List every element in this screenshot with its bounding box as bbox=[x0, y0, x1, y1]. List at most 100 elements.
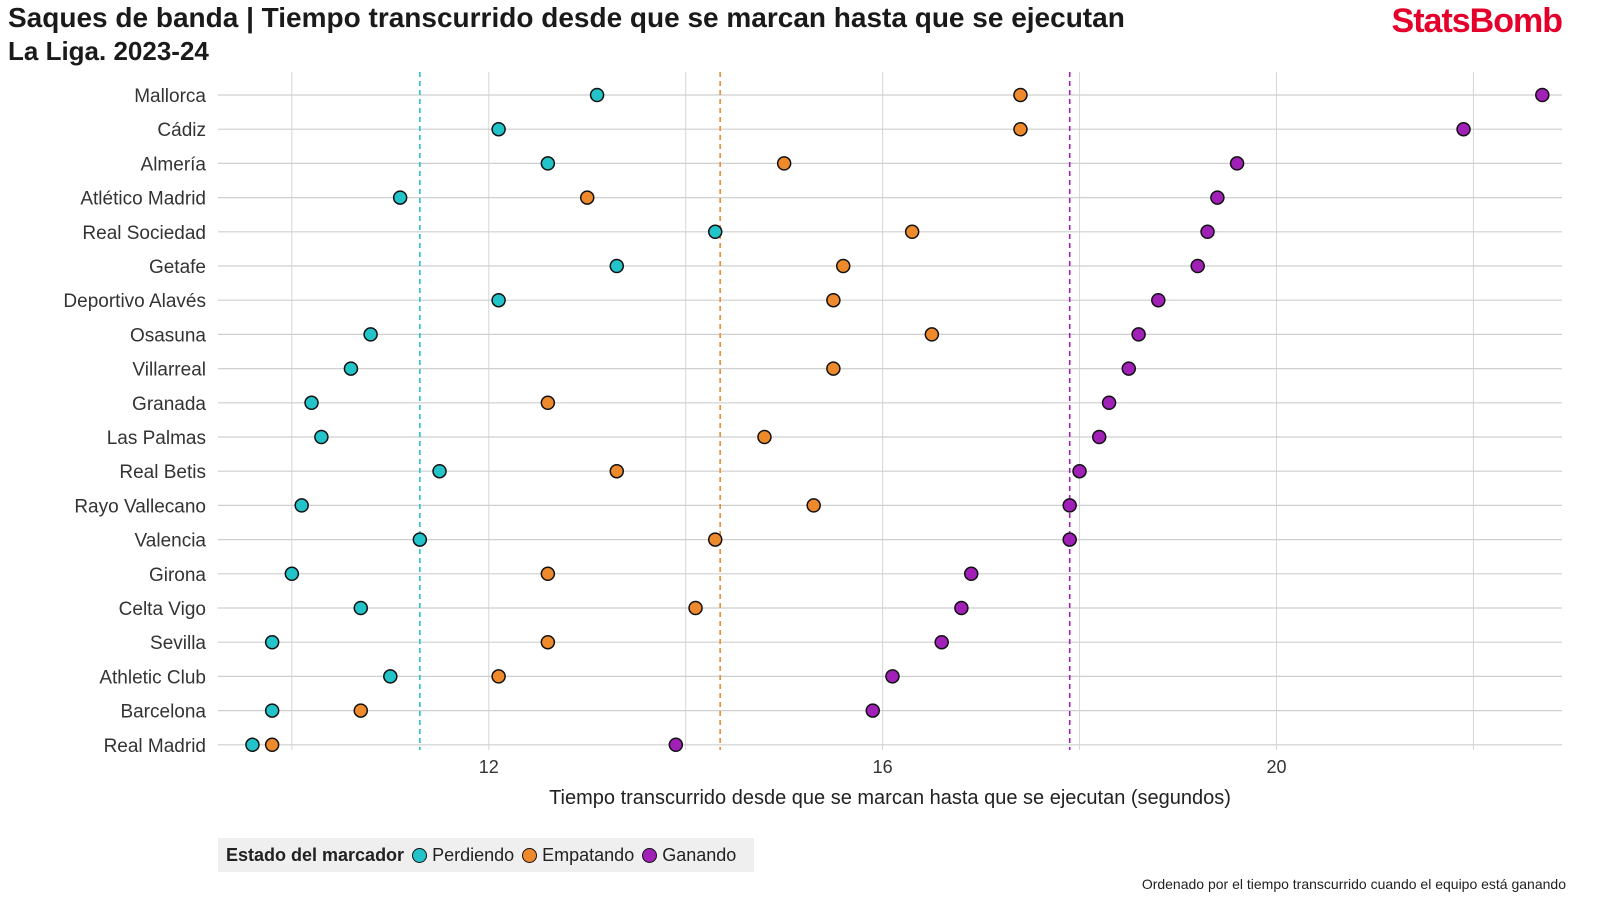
point-ganando bbox=[1151, 292, 1166, 308]
point-perdiendo bbox=[491, 121, 506, 137]
point-ganando bbox=[963, 566, 979, 582]
chart-title: Saques de banda | Tiempo transcurrido de… bbox=[8, 2, 1125, 33]
legend-item-perdiendo: Perdiendo bbox=[412, 845, 514, 866]
legend-label-perdiendo: Perdiendo bbox=[432, 844, 515, 865]
point-empatando bbox=[353, 703, 369, 718]
point-empatando bbox=[540, 566, 556, 582]
legend-swatch-ganando bbox=[642, 847, 658, 863]
point-perdiendo bbox=[353, 600, 369, 616]
point-ganando bbox=[1131, 327, 1146, 342]
y-tick-label: Deportivo Alavés bbox=[63, 291, 206, 312]
y-tick-label: Rayo Vallecano bbox=[74, 496, 206, 517]
y-tick-label: Las Palmas bbox=[107, 428, 206, 449]
point-empatando bbox=[776, 156, 792, 171]
y-tick-label: Granada bbox=[132, 394, 206, 415]
point-ganando bbox=[934, 634, 949, 650]
y-tick-label: Real Betis bbox=[119, 462, 206, 483]
y-tick-label: Getafe bbox=[149, 257, 206, 278]
point-ganando bbox=[1535, 87, 1550, 103]
point-empatando bbox=[491, 669, 506, 684]
point-perdiendo bbox=[314, 429, 329, 445]
point-empatando bbox=[540, 634, 556, 650]
point-perdiendo bbox=[589, 87, 605, 103]
y-tick-label: Villarreal bbox=[132, 360, 206, 381]
point-ganando bbox=[1072, 463, 1087, 479]
legend-label-empatando: Empatando bbox=[542, 844, 635, 865]
point-empatando bbox=[835, 258, 851, 274]
point-perdiendo bbox=[264, 703, 280, 718]
point-perdiendo bbox=[540, 156, 556, 171]
point-empatando bbox=[826, 361, 841, 376]
y-tick-label: Mallorca bbox=[134, 86, 206, 107]
legend-label-ganando: Ganando bbox=[662, 844, 737, 865]
y-tick-label: Sevilla bbox=[150, 633, 206, 654]
y-tick-label: Atlético Madrid bbox=[80, 189, 206, 210]
point-ganando bbox=[1456, 121, 1471, 137]
point-perdiendo bbox=[392, 190, 408, 205]
y-tick-label: Girona bbox=[149, 565, 206, 586]
point-empatando bbox=[688, 600, 703, 616]
point-empatando bbox=[757, 429, 772, 445]
point-empatando bbox=[806, 498, 821, 513]
point-empatando bbox=[1013, 87, 1028, 103]
chart-subtitle: La Liga. 2023-24 bbox=[8, 36, 209, 66]
legend-item-ganando: Ganando bbox=[642, 845, 736, 866]
point-ganando bbox=[885, 669, 900, 684]
legend: Estado del marcador Perdiendo Empatando … bbox=[218, 838, 755, 872]
point-perdiendo bbox=[343, 361, 359, 376]
legend-swatch-perdiendo bbox=[412, 847, 428, 863]
y-tick-label: Athletic Club bbox=[99, 667, 206, 688]
point-perdiendo bbox=[245, 737, 260, 753]
point-ganando bbox=[1121, 361, 1137, 376]
point-perdiendo bbox=[412, 532, 428, 547]
point-ganando bbox=[954, 600, 969, 616]
point-ganando bbox=[1190, 258, 1205, 274]
point-ganando bbox=[1200, 224, 1215, 240]
point-empatando bbox=[904, 224, 920, 240]
point-ganando bbox=[1101, 395, 1117, 411]
point-empatando bbox=[540, 395, 556, 411]
point-perdiendo bbox=[491, 292, 506, 308]
point-ganando bbox=[1210, 190, 1225, 205]
point-ganando bbox=[1062, 532, 1077, 547]
x-axis-label: Tiempo transcurrido desde que se marcan … bbox=[549, 787, 1231, 809]
legend-item-empatando: Empatando bbox=[522, 845, 634, 866]
point-ganando bbox=[668, 737, 684, 753]
point-ganando bbox=[1091, 429, 1107, 445]
point-empatando bbox=[924, 327, 940, 342]
y-tick-label: Valencia bbox=[135, 531, 207, 552]
legend-swatch-empatando bbox=[522, 847, 538, 863]
point-empatando bbox=[264, 737, 280, 753]
y-tick-label: Almería bbox=[141, 154, 207, 175]
point-ganando bbox=[865, 703, 881, 718]
legend-title: Estado del marcador bbox=[226, 844, 405, 865]
point-perdiendo bbox=[304, 395, 319, 411]
point-perdiendo bbox=[383, 669, 398, 684]
point-perdiendo bbox=[432, 463, 447, 479]
x-tick-label: 20 bbox=[1266, 757, 1286, 777]
point-ganando bbox=[1062, 498, 1077, 513]
y-tick-label: Real Sociedad bbox=[82, 223, 206, 244]
y-tick-label: Osasuna bbox=[130, 325, 206, 346]
point-perdiendo bbox=[609, 258, 625, 274]
x-tick-label: 16 bbox=[873, 757, 893, 777]
statsbomb-logo: StatsBomb bbox=[1391, 2, 1563, 40]
y-tick-label: Barcelona bbox=[120, 702, 206, 723]
point-empatando bbox=[1013, 121, 1028, 137]
point-perdiendo bbox=[363, 327, 378, 342]
x-tick-label: 12 bbox=[479, 757, 499, 777]
point-ganando bbox=[1229, 156, 1245, 171]
y-tick-label: Real Madrid bbox=[104, 736, 206, 757]
point-empatando bbox=[707, 532, 723, 547]
point-perdiendo bbox=[284, 566, 300, 582]
y-tick-label: Celta Vigo bbox=[119, 599, 206, 620]
point-empatando bbox=[579, 190, 595, 205]
y-tick-label: Cádiz bbox=[157, 120, 206, 141]
point-perdiendo bbox=[294, 498, 309, 513]
footer-note: Ordenado por el tiempo transcurrido cuan… bbox=[1141, 876, 1566, 892]
point-empatando bbox=[609, 463, 625, 479]
point-perdiendo bbox=[264, 634, 280, 650]
point-empatando bbox=[826, 292, 841, 308]
point-perdiendo bbox=[707, 224, 723, 240]
